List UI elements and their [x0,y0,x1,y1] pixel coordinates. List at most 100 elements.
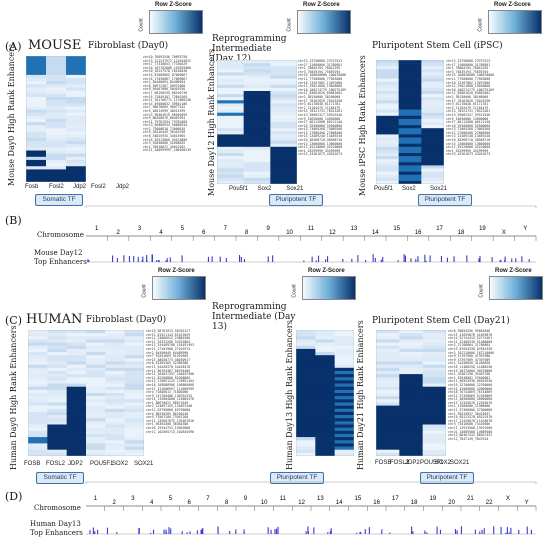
heatmap-cell [86,449,106,454]
heatmap-cell [376,437,400,441]
heatmap-cell [270,72,297,76]
heatmap-cell [66,128,86,132]
enhancer-bar [106,527,109,534]
heatmap-cell [376,443,400,447]
heatmap-cell [296,418,316,422]
heatmap-cell [243,162,271,166]
heatmap-cell [376,352,400,356]
heatmap-cell [422,361,446,365]
heatmap-cell [26,65,47,69]
coordinate-label: chr2_38150000_38168000 [298,94,341,99]
heatmap-cell [399,430,423,435]
coordinate-label: chr13_13489240_13489240 [446,134,491,139]
heatmap-cell [376,399,400,403]
heatmap-cell [66,333,87,337]
heatmap-cell [421,103,444,107]
heatmap-cell [399,427,423,432]
heatmap-cell [421,87,444,92]
heatmap-cell [398,165,422,169]
chromosome-number: 8 [245,230,249,236]
heatmap-cell [376,430,400,435]
coordinate-label: chr10_100274775_100275169 [298,87,346,92]
heatmap-cell [66,122,86,126]
legend-count-label: Count [477,18,484,32]
heatmap-cell [124,342,144,347]
heatmap-cell [421,156,444,160]
heatmap-cell [86,339,106,343]
heatmap-cell [376,333,400,337]
heatmap-cell [47,433,67,438]
heatmap-cell [296,452,316,456]
heatmap-cell [217,112,244,117]
heatmap-cell [421,168,444,172]
enhancer-bar [481,529,483,534]
human-reprog-title: Reprogramming Intermediate (Day 13) [212,302,302,332]
heatmap-cell [105,427,125,432]
heatmap-cell [376,424,400,428]
heatmap-cell [270,177,297,182]
enhancer-bar [504,256,506,262]
heatmap-cell [124,352,144,356]
heatmap-cell [124,402,144,406]
heatmap-cell [86,430,106,435]
heatmap-cell [26,128,47,132]
heatmap-cell [46,163,67,167]
heatmap-cell [66,399,87,403]
heatmap-cell [217,177,244,182]
heatmap-cell [376,106,399,110]
heatmap-cell [105,402,125,406]
gene-label: Sox21 [286,186,304,192]
heatmap-cell [26,87,47,91]
enhancer-bar [166,258,168,262]
enhancer-bar [137,256,139,262]
coordinate-label: chr5_14650000_14650000 [446,116,489,121]
enhancer-bar [424,530,426,534]
coordinate-label: chr2_84400094_84400564 [143,80,186,85]
chromosome-number: 14 [336,500,343,506]
heatmap-cell [217,174,244,179]
heatmap-cell [422,452,446,456]
heatmap-cell [398,63,422,67]
heatmap-cell [217,131,244,135]
coordinate-label: chr17_60112000_60112140 [446,120,491,125]
heatmap-cell [421,106,444,110]
heatmap-cell [421,146,444,151]
heatmap-cell [66,90,86,95]
heatmap-cell [105,380,125,384]
human-top-label: Human Day13 [30,520,81,528]
heatmap-cell [376,115,399,120]
chromosome-number: 5 [169,496,173,502]
heatmap-cell [399,367,423,372]
heatmap-cell [86,421,106,425]
heatmap-cell [376,162,399,166]
coordinate-label: chr11_54428370_54428378 [146,364,191,369]
heatmap-cell [315,415,335,419]
heatmap-cell [66,364,87,369]
heatmap-cell [105,405,125,410]
heatmap-cell [296,399,316,403]
heatmap-cell [421,140,444,144]
chromosome-number: 1 [94,496,98,502]
heatmap-cell [66,96,86,101]
heatmap-cell [124,361,144,365]
heatmap-cell [315,380,335,384]
heatmap-cell [398,112,422,117]
heatmap-cell [66,106,86,110]
heatmap-cell [399,339,423,343]
enhancer-bar [146,255,148,262]
heatmap-cell [270,165,297,169]
heatmap-cell [376,411,400,416]
heatmap-cell [296,433,316,438]
heatmap-cell [422,386,446,391]
enhancer-bar [382,256,384,262]
enhancer-bar [500,526,502,534]
heatmap-cell [46,156,67,161]
heatmap-cell [66,361,87,365]
heatmap-cell [334,345,354,350]
heatmap-cell [376,452,400,456]
heatmap-cell [47,393,67,397]
heatmap-cell [105,333,125,337]
heatmap-cell [315,449,335,454]
heatmap-cell [47,452,67,456]
heatmap-cell [47,339,67,343]
